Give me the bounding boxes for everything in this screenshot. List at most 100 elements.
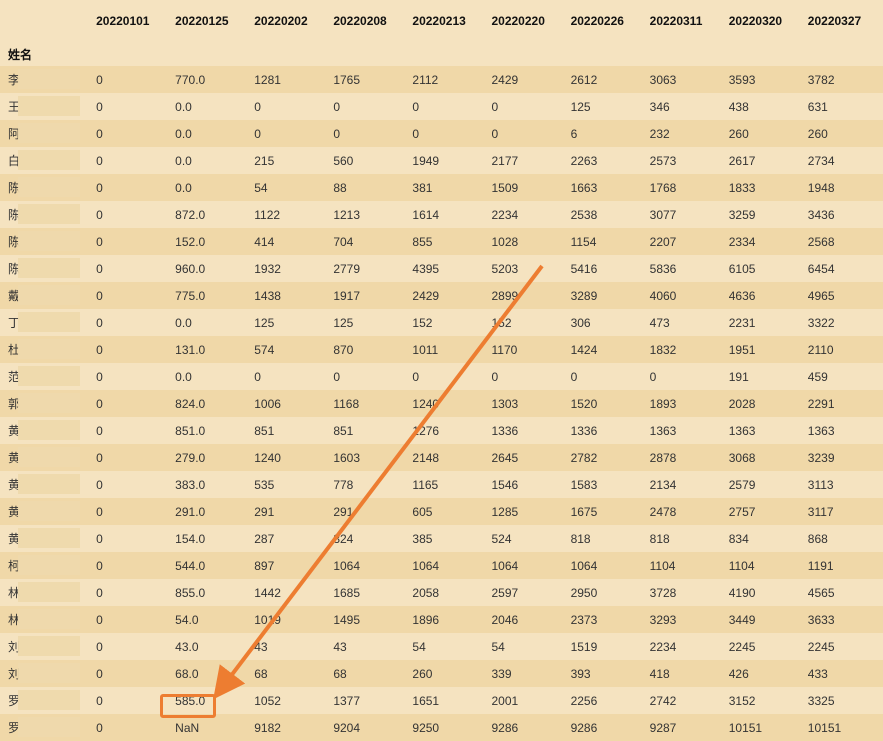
data-cell: 1064 [408, 552, 487, 579]
data-cell: 306 [567, 309, 646, 336]
data-cell: 872.0 [171, 201, 250, 228]
data-cell: 459 [804, 363, 883, 390]
name-censor-overlay [18, 123, 80, 143]
data-cell: 1104 [646, 552, 725, 579]
table-row: 阿00.000006232260260 [0, 120, 883, 147]
name-cell: 刘 [0, 633, 92, 660]
data-cell: 2256 [567, 687, 646, 714]
table-row: 戴0775.014381917242928993289406046364965 [0, 282, 883, 309]
data-cell: 68 [250, 660, 329, 687]
data-cell: 824.0 [171, 390, 250, 417]
data-cell: 1896 [408, 606, 487, 633]
name-censor-overlay [18, 312, 80, 332]
table-row: 王00.00000125346438631 [0, 93, 883, 120]
data-cell: 3633 [804, 606, 883, 633]
data-cell: 1363 [804, 417, 883, 444]
name-cell: 林 [0, 579, 92, 606]
table-row: 柯0544.08971064106410641064110411041191 [0, 552, 883, 579]
data-cell: 1052 [250, 687, 329, 714]
data-cell: 3289 [567, 282, 646, 309]
col-header: 20220226 [567, 0, 646, 36]
data-cell: 1064 [567, 552, 646, 579]
data-cell: 2950 [567, 579, 646, 606]
data-cell: 43 [250, 633, 329, 660]
data-cell: 473 [646, 309, 725, 336]
name-censor-overlay [18, 69, 80, 89]
data-cell: 3063 [646, 66, 725, 93]
data-cell: 0 [92, 498, 171, 525]
data-cell: 2597 [487, 579, 566, 606]
data-cell: 605 [408, 498, 487, 525]
name-cell: 白 [0, 147, 92, 174]
data-cell: 524 [487, 525, 566, 552]
data-cell: 9287 [646, 714, 725, 741]
data-cell: 260 [408, 660, 487, 687]
name-cell: 林 [0, 606, 92, 633]
data-cell: 1104 [725, 552, 804, 579]
data-cell: 704 [329, 228, 408, 255]
data-cell: 4060 [646, 282, 725, 309]
data-cell: 3259 [725, 201, 804, 228]
data-cell: 68 [329, 660, 408, 687]
data-cell: 1064 [487, 552, 566, 579]
data-cell: 291 [250, 498, 329, 525]
name-censor-overlay [18, 366, 80, 386]
data-cell: 1240 [250, 444, 329, 471]
data-cell: 152 [408, 309, 487, 336]
data-cell: 3113 [804, 471, 883, 498]
data-cell: 3436 [804, 201, 883, 228]
name-cell: 陈 [0, 201, 92, 228]
name-cell: 罗 [0, 714, 92, 741]
data-cell: 3449 [725, 606, 804, 633]
name-cell: 黄 [0, 417, 92, 444]
data-cell: 1663 [567, 174, 646, 201]
data-cell: 1442 [250, 579, 329, 606]
data-cell: 0 [92, 633, 171, 660]
data-cell: 152 [487, 309, 566, 336]
data-cell: 191 [725, 363, 804, 390]
data-cell: 154.0 [171, 525, 250, 552]
data-cell: 0 [646, 363, 725, 390]
data-cell: 2134 [646, 471, 725, 498]
data-cell: 585.0 [171, 687, 250, 714]
data-cell: 0 [487, 93, 566, 120]
name-cell: 黄 [0, 498, 92, 525]
data-cell: 1583 [567, 471, 646, 498]
data-cell: 778 [329, 471, 408, 498]
data-cell: 131.0 [171, 336, 250, 363]
data-cell: 1281 [250, 66, 329, 93]
data-cell: 125 [567, 93, 646, 120]
data-cell: 0 [92, 336, 171, 363]
data-cell: 0 [92, 93, 171, 120]
table-row: 黄0154.0287324385524818818834868 [0, 525, 883, 552]
data-cell: 2899 [487, 282, 566, 309]
data-cell: 291.0 [171, 498, 250, 525]
data-cell: 1064 [329, 552, 408, 579]
name-cell: 柯 [0, 552, 92, 579]
data-cell: 3239 [804, 444, 883, 471]
data-cell: 438 [725, 93, 804, 120]
data-cell: 1832 [646, 336, 725, 363]
data-cell: 2001 [487, 687, 566, 714]
data-cell: 574 [250, 336, 329, 363]
data-cell: 0 [92, 255, 171, 282]
data-cell: 1951 [725, 336, 804, 363]
name-cell: 丁 [0, 309, 92, 336]
name-censor-overlay [18, 150, 80, 170]
data-cell: 3322 [804, 309, 883, 336]
name-censor-overlay [18, 231, 80, 251]
data-cell: 2207 [646, 228, 725, 255]
table-row: 郭0824.010061168124013031520189320282291 [0, 390, 883, 417]
data-cell: 0.0 [171, 120, 250, 147]
data-cell: 260 [804, 120, 883, 147]
data-cell: 1765 [329, 66, 408, 93]
data-cell: 855 [408, 228, 487, 255]
data-cell: 818 [646, 525, 725, 552]
data-cell: 0 [487, 120, 566, 147]
data-cell: 0 [567, 363, 646, 390]
data-cell: 0 [92, 444, 171, 471]
data-cell: 2058 [408, 579, 487, 606]
table-row: 杜0131.0574870101111701424183219512110 [0, 336, 883, 363]
data-cell: 855.0 [171, 579, 250, 606]
data-cell: 68.0 [171, 660, 250, 687]
